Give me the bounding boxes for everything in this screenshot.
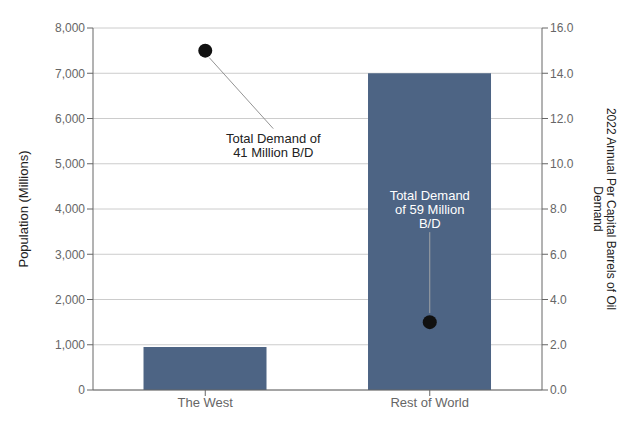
svg-text:12.0: 12.0 <box>550 112 574 126</box>
svg-text:6,000: 6,000 <box>55 112 85 126</box>
svg-text:2.0: 2.0 <box>550 338 567 352</box>
svg-text:5,000: 5,000 <box>55 157 85 171</box>
svg-text:16.0: 16.0 <box>550 21 574 35</box>
svg-text:Total Demand of41 Million B/D: Total Demand of41 Million B/D <box>226 131 321 160</box>
svg-text:Rest of World: Rest of World <box>390 395 469 410</box>
svg-text:Total Demandof 59 MillionB/D: Total Demandof 59 MillionB/D <box>390 188 470 231</box>
svg-text:2,000: 2,000 <box>55 293 85 307</box>
svg-text:2022 Annual Per Capital Barrel: 2022 Annual Per Capital Barrels of OilDe… <box>591 108 618 310</box>
svg-text:0.0: 0.0 <box>550 383 567 397</box>
svg-text:8,000: 8,000 <box>55 21 85 35</box>
svg-text:4,000: 4,000 <box>55 202 85 216</box>
svg-text:4.0: 4.0 <box>550 293 567 307</box>
svg-text:3,000: 3,000 <box>55 248 85 262</box>
svg-text:10.0: 10.0 <box>550 157 574 171</box>
svg-text:8.0: 8.0 <box>550 202 567 216</box>
svg-text:14.0: 14.0 <box>550 67 574 81</box>
svg-text:0: 0 <box>78 383 85 397</box>
svg-text:7,000: 7,000 <box>55 67 85 81</box>
svg-text:Population (Millions): Population (Millions) <box>16 150 31 267</box>
svg-text:6.0: 6.0 <box>550 248 567 262</box>
svg-text:The West: The West <box>178 395 234 410</box>
svg-text:1,000: 1,000 <box>55 338 85 352</box>
